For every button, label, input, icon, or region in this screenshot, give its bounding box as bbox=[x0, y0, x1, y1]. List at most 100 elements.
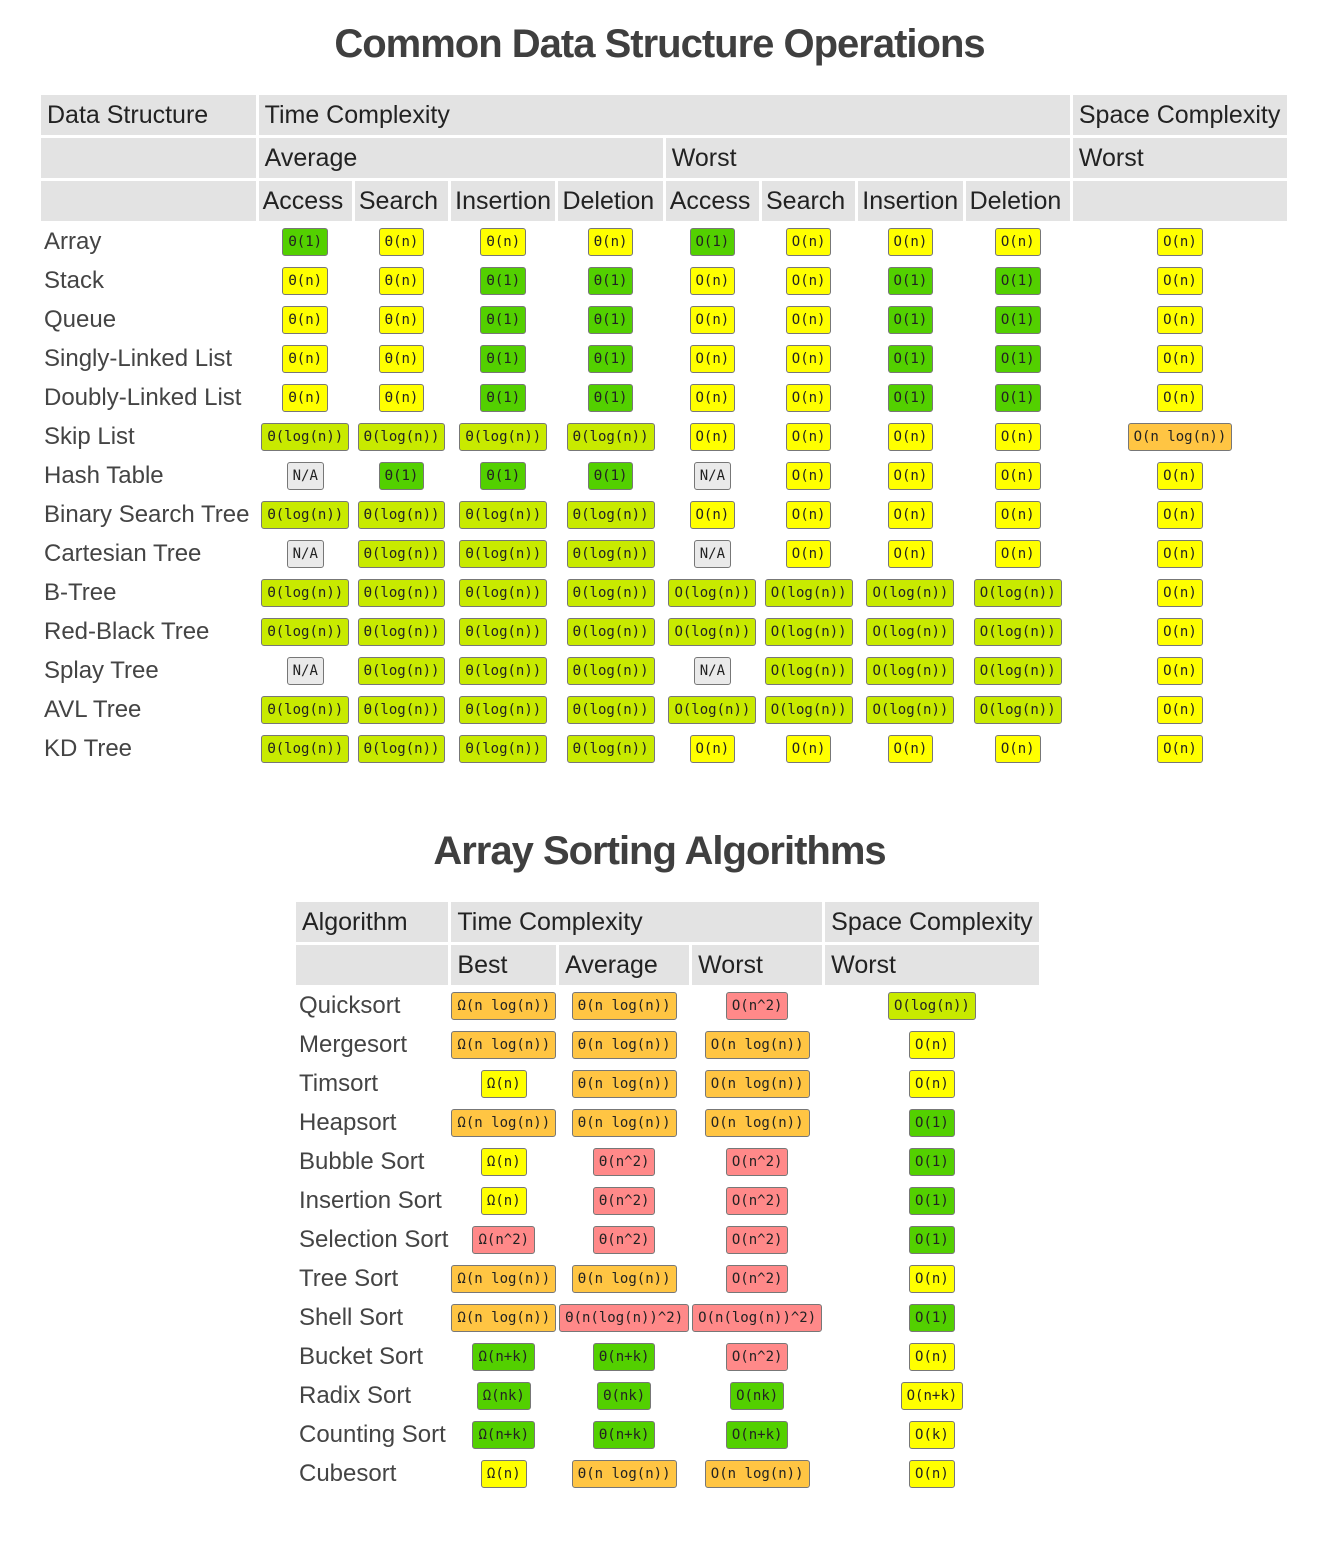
complexity-cell: O(n) bbox=[966, 419, 1070, 455]
complexity-cell: O(n) bbox=[1073, 224, 1287, 260]
complexity-cell: Θ(log(n)) bbox=[355, 419, 448, 455]
complexity-cell: Θ(log(n)) bbox=[259, 575, 352, 611]
complexity-badge: O(n) bbox=[1157, 384, 1203, 412]
ds-ops-table: Data Structure Time Complexity Space Com… bbox=[38, 92, 1290, 770]
complexity-badge: O(n) bbox=[1157, 462, 1203, 490]
row-name: Shell Sort bbox=[299, 1304, 404, 1331]
complexity-cell: Θ(n) bbox=[355, 341, 448, 377]
complexity-cell: Θ(n log(n)) bbox=[559, 988, 689, 1024]
complexity-badge: O(n) bbox=[994, 501, 1041, 529]
table-row: Hash Table N/A Θ(1) Θ(1) Θ(1) N/A O(n) O(n) O(n)… bbox=[41, 458, 1287, 494]
complexity-badge: Θ(log(n)) bbox=[261, 501, 350, 529]
complexity-badge: O(n) bbox=[689, 423, 736, 451]
complexity-cell: O(n) bbox=[858, 536, 962, 572]
complexity-cell: O(n) bbox=[825, 1456, 1038, 1492]
table-row: Red-Black Tree Θ(log(n)) Θ(log(n)) Θ(log(n)… bbox=[41, 614, 1287, 650]
complexity-badge: O(n) bbox=[909, 1343, 955, 1371]
complexity-badge: Θ(n^2) bbox=[592, 1226, 656, 1254]
complexity-cell: Θ(1) bbox=[558, 380, 662, 416]
complexity-badge: O(n) bbox=[909, 1031, 955, 1059]
complexity-badge: O(n^2) bbox=[725, 1187, 789, 1215]
complexity-badge: O(k) bbox=[909, 1421, 955, 1449]
complexity-cell: Θ(log(n)) bbox=[259, 419, 352, 455]
row-name: AVL Tree bbox=[44, 696, 142, 723]
complexity-cell: O(n) bbox=[858, 419, 962, 455]
complexity-cell: Θ(log(n)) bbox=[355, 575, 448, 611]
complexity-badge: O(n) bbox=[1157, 345, 1203, 373]
complexity-badge: Ω(n) bbox=[480, 1070, 527, 1098]
complexity-cell: Θ(n) bbox=[558, 224, 662, 260]
complexity-badge: Θ(n log(n)) bbox=[571, 1031, 677, 1059]
row-name: Heapsort bbox=[299, 1109, 397, 1136]
complexity-cell: Θ(1) bbox=[558, 458, 662, 494]
complexity-badge: O(1) bbox=[909, 1109, 955, 1137]
complexity-badge: Θ(1) bbox=[587, 306, 634, 334]
complexity-badge: Θ(n) bbox=[587, 228, 634, 256]
complexity-badge: Θ(log(n)) bbox=[566, 423, 655, 451]
complexity-cell: O(n) bbox=[858, 731, 962, 767]
complexity-badge: O(n) bbox=[909, 1070, 955, 1098]
complexity-cell: O(n log(n)) bbox=[692, 1066, 822, 1102]
table-row: KD Tree Θ(log(n)) Θ(log(n)) Θ(log(n)) Θ(log(… bbox=[41, 731, 1287, 767]
complexity-badge: Θ(log(n)) bbox=[357, 696, 446, 724]
complexity-cell: O(log(n)) bbox=[966, 614, 1070, 650]
complexity-cell: Θ(log(n)) bbox=[259, 614, 352, 650]
header-time-complexity: Time Complexity bbox=[258, 95, 1070, 135]
complexity-badge: O(n) bbox=[1157, 267, 1203, 295]
complexity-cell: O(n log(n)) bbox=[692, 1027, 822, 1063]
row-name: KD Tree bbox=[44, 735, 133, 762]
complexity-cell: O(n) bbox=[1073, 341, 1287, 377]
complexity-cell: Θ(1) bbox=[451, 263, 555, 299]
complexity-badge: O(n) bbox=[887, 735, 934, 763]
complexity-badge: O(n) bbox=[1157, 618, 1203, 646]
complexity-badge: Θ(n(log(n))^2) bbox=[559, 1304, 690, 1332]
complexity-badge: O(n) bbox=[785, 501, 832, 529]
complexity-badge: O(n) bbox=[994, 228, 1041, 256]
header-worst-deletion: Deletion bbox=[965, 181, 1070, 221]
complexity-cell: Θ(log(n)) bbox=[355, 731, 448, 767]
row-name: Binary Search Tree bbox=[44, 501, 250, 528]
complexity-badge: O(n) bbox=[1157, 501, 1203, 529]
row-name: Splay Tree bbox=[44, 657, 159, 684]
complexity-badge: Θ(log(n)) bbox=[459, 618, 548, 646]
complexity-cell: N/A bbox=[666, 536, 759, 572]
complexity-badge: Θ(log(n)) bbox=[566, 579, 655, 607]
complexity-badge: Θ(log(n)) bbox=[357, 618, 446, 646]
complexity-cell: O(1) bbox=[966, 302, 1070, 338]
complexity-cell: Ω(n+k) bbox=[451, 1417, 556, 1453]
complexity-badge: Θ(log(n)) bbox=[357, 540, 446, 568]
complexity-badge: O(n^2) bbox=[725, 1226, 789, 1254]
complexity-cell: O(n) bbox=[666, 497, 759, 533]
row-name: B-Tree bbox=[44, 579, 117, 606]
complexity-badge: Θ(n) bbox=[378, 384, 425, 412]
complexity-cell: Θ(nk) bbox=[559, 1378, 689, 1414]
complexity-cell: O(n) bbox=[762, 731, 855, 767]
complexity-cell: O(1) bbox=[966, 380, 1070, 416]
row-name: Cartesian Tree bbox=[44, 540, 202, 567]
complexity-badge: Θ(n log(n)) bbox=[571, 1460, 677, 1488]
complexity-badge: O(n) bbox=[887, 501, 934, 529]
complexity-badge: Θ(n) bbox=[282, 267, 329, 295]
complexity-badge: Ω(nk) bbox=[476, 1382, 531, 1410]
complexity-cell: O(n) bbox=[1073, 263, 1287, 299]
complexity-cell: O(log(n)) bbox=[666, 575, 759, 611]
complexity-badge: O(n) bbox=[1157, 540, 1203, 568]
table-row: Heapsort Ω(n log(n)) Θ(n log(n)) O(n log(n)… bbox=[296, 1105, 1039, 1141]
complexity-cell: O(log(n)) bbox=[858, 614, 962, 650]
complexity-cell: O(1) bbox=[825, 1144, 1038, 1180]
complexity-cell: Θ(n) bbox=[355, 380, 448, 416]
complexity-cell: O(n log(n)) bbox=[1073, 419, 1287, 455]
complexity-badge: O(log(n)) bbox=[764, 657, 853, 685]
complexity-badge: Θ(log(n)) bbox=[459, 735, 548, 763]
complexity-badge: O(n) bbox=[689, 345, 736, 373]
complexity-badge: Θ(log(n)) bbox=[261, 696, 350, 724]
complexity-cell: Θ(log(n)) bbox=[558, 575, 662, 611]
complexity-badge: Θ(log(n)) bbox=[459, 696, 548, 724]
complexity-cell: O(log(n)) bbox=[966, 653, 1070, 689]
table-row: B-Tree Θ(log(n)) Θ(log(n)) Θ(log(n)) Θ(log(n… bbox=[41, 575, 1287, 611]
complexity-cell: O(n) bbox=[1073, 497, 1287, 533]
complexity-badge: O(n) bbox=[785, 423, 832, 451]
complexity-badge: O(log(n)) bbox=[866, 579, 955, 607]
complexity-cell: O(log(n)) bbox=[762, 692, 855, 728]
complexity-badge: Θ(n) bbox=[282, 306, 329, 334]
